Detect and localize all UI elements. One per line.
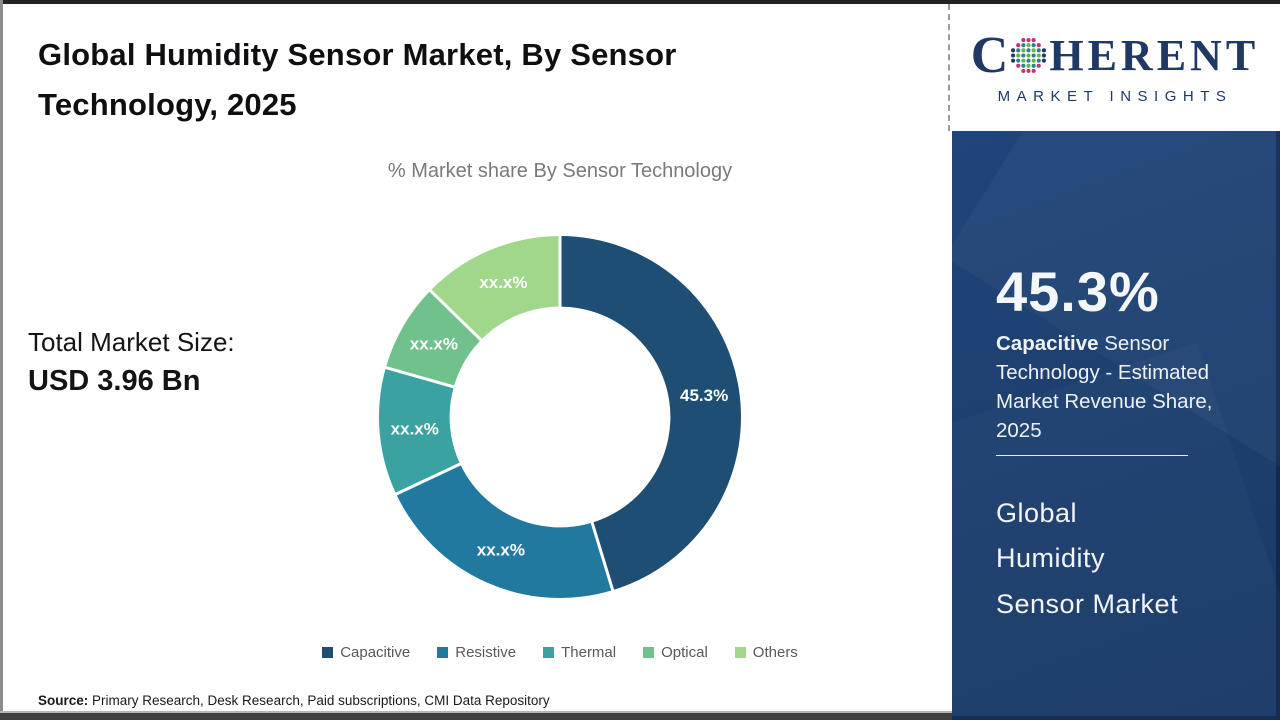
legend-item-thermal: Thermal — [543, 644, 616, 661]
source-text: Primary Research, Desk Research, Paid su… — [88, 693, 550, 708]
legend-swatch-optical — [643, 647, 655, 658]
legend-label: Resistive — [455, 644, 517, 661]
brand-subtitle: MARKET INSIGHTS — [997, 88, 1233, 105]
highlight-side-panel: 45.3% Capacitive Sensor Technology - Est… — [952, 131, 1280, 720]
brand-logo-wordmark: C HERENT — [971, 30, 1259, 82]
donut-segment-optical — [385, 290, 481, 387]
chart-legend: Capacitive Resistive Thermal Optical Others — [180, 644, 940, 661]
legend-item-others: Others — [734, 644, 798, 661]
segment-separator — [590, 521, 615, 592]
frame-left-border — [0, 0, 3, 720]
frame-bottom-line — [0, 711, 952, 713]
total-market-label: Total Market Size: — [28, 327, 235, 357]
donut-segment-thermal — [379, 367, 461, 495]
dotted-globe-icon — [1011, 37, 1047, 73]
source-line: Source: Primary Research, Desk Research,… — [38, 693, 550, 708]
legend-swatch-thermal — [543, 647, 555, 658]
legend-item-resistive: Resistive — [437, 644, 516, 661]
stat-description-rest: Sensor Technology - Estimated Market Rev… — [996, 332, 1213, 443]
donut-chart: 45.3% xx.x% xx.x% xx.x% xx.x% — [370, 227, 750, 607]
legend-swatch-resistive — [437, 647, 449, 658]
brand-letter-c: C — [970, 27, 1009, 84]
stat-value: 45.3% — [996, 260, 1160, 323]
legend-item-capacitive: Capacitive — [322, 644, 410, 661]
donut-label-resistive: xx.x% — [477, 541, 525, 560]
donut-label-others: xx.x% — [479, 273, 527, 292]
donut-chart-svg: 45.3% xx.x% xx.x% xx.x% xx.x% — [379, 235, 742, 598]
legend-label: Others — [752, 644, 798, 661]
legend-item-optical: Optical — [643, 644, 708, 661]
segment-separator — [384, 365, 456, 389]
page-title: Global Humidity Sensor Market, By Sensor… — [38, 37, 677, 123]
stat-description: Capacitive Sensor Technology - Estimated… — [996, 329, 1242, 445]
donut-segment-capacitive — [560, 236, 742, 591]
donut-segment-resistive — [396, 464, 613, 598]
segment-separator — [394, 462, 462, 496]
brand-letters-herent: HERENT — [1049, 31, 1260, 80]
panel-title: Global Humidity Sensor Market — [996, 498, 1179, 619]
frame-top-border — [0, 0, 1280, 4]
source-label: Source: — [38, 693, 89, 708]
donut-label-capacitive: 45.3% — [680, 386, 728, 405]
brand-logo: C HERENT MARKET INSIGHTS — [948, 4, 1280, 131]
donut-label-thermal: xx.x% — [391, 419, 439, 438]
chart-subtitle: % Market share By Sensor Technology — [387, 160, 733, 182]
legend-label: Thermal — [561, 644, 617, 661]
donut-label-optical: xx.x% — [410, 335, 458, 354]
total-market-size: Total Market Size: USD 3.96 Bn — [28, 324, 235, 401]
frame-bottom-border — [0, 713, 952, 720]
panel-divider — [996, 455, 1188, 456]
donut-segment-others — [430, 236, 560, 340]
legend-swatch-others — [734, 647, 746, 658]
legend-label: Capacitive — [340, 644, 411, 661]
stat-description-bold: Capacitive — [996, 332, 1099, 355]
legend-swatch-capacitive — [322, 647, 334, 658]
total-market-value: USD 3.96 Bn — [28, 364, 201, 397]
legend-label: Optical — [661, 644, 708, 661]
segment-separator — [428, 288, 483, 342]
